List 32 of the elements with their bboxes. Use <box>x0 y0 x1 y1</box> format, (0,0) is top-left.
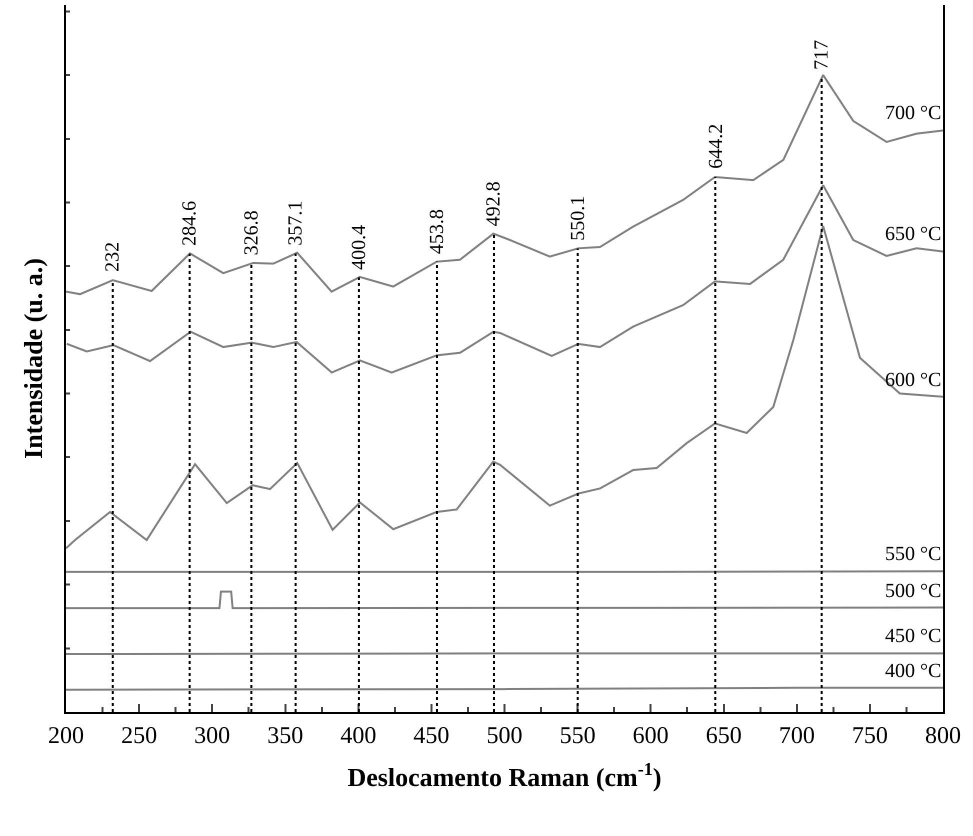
x-tick-label: 200 <box>48 722 84 749</box>
series-label: 550 °C <box>885 543 942 565</box>
ref-line-label: 326.8 <box>240 210 262 256</box>
x-tick-label: 550 <box>560 722 596 749</box>
ref-line-label: 550.1 <box>566 196 589 241</box>
x-tick-label: 750 <box>852 722 888 749</box>
ref-line-label: 284.6 <box>178 200 200 246</box>
x-tick-label: 800 <box>925 722 961 749</box>
ref-line-label: 717 <box>810 40 832 70</box>
x-tick-label: 650 <box>706 722 742 749</box>
ref-line-label: 357.1 <box>284 200 307 246</box>
x-tick-label: 700 <box>778 722 815 749</box>
x-tick-label: 300 <box>194 722 230 749</box>
ref-line-label: 400.4 <box>348 224 370 270</box>
x-tick-label: 600 <box>632 722 669 749</box>
series-label: 650 °C <box>885 223 942 245</box>
series-label: 500 °C <box>885 580 942 602</box>
x-tick-label: 250 <box>121 722 158 749</box>
series-label: 450 °C <box>885 625 942 647</box>
ref-line-label: 492.8 <box>482 181 505 226</box>
x-tick-label: 350 <box>267 722 304 749</box>
x-tick-label: 450 <box>413 722 450 749</box>
series-label: 600 °C <box>885 369 942 391</box>
ref-line-label: 232 <box>102 242 124 272</box>
y-axis-title: Intensidade (u. a.) <box>18 258 48 459</box>
series-label: 700 °C <box>885 102 942 124</box>
x-axis-title: Deslocamento Raman (cm$^{-1}$) <box>347 759 662 792</box>
ref-line-label: 644.2 <box>704 124 727 169</box>
series-label: 400 °C <box>885 660 942 682</box>
x-tick-label: 400 <box>340 722 376 749</box>
ref-line-label: 453.8 <box>426 209 448 254</box>
x-tick-label: 500 <box>486 722 522 749</box>
